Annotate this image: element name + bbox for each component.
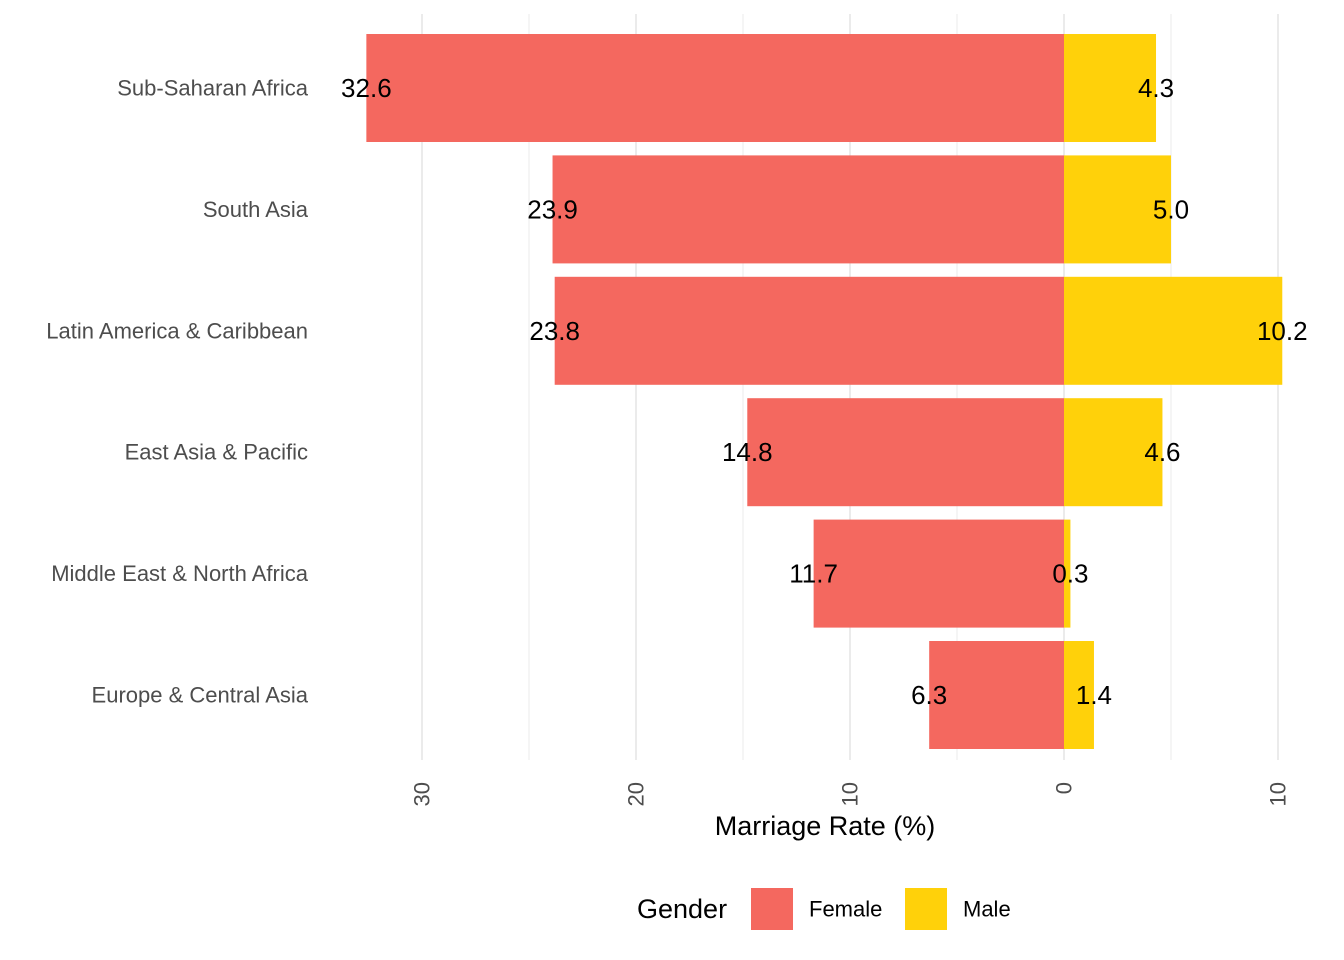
data-label-male: 10.2 (1257, 316, 1308, 346)
data-label-male: 4.6 (1144, 437, 1180, 467)
category-label: Latin America & Caribbean (46, 318, 308, 343)
bar-male (1064, 155, 1171, 264)
bar-male (1064, 519, 1071, 628)
category-label: South Asia (203, 197, 309, 222)
category-label: Europe & Central Asia (92, 683, 309, 708)
legend-swatch-male (905, 888, 947, 930)
data-label-female: 32.6 (341, 73, 392, 103)
legend-label-male: Male (963, 897, 1011, 922)
category-label: East Asia & Pacific (125, 440, 308, 465)
bar-female (813, 519, 1064, 628)
bar-male (1064, 276, 1283, 385)
data-label-male: 4.3 (1138, 73, 1174, 103)
x-tick-label: 10 (1266, 782, 1291, 806)
category-label: Sub-Saharan Africa (117, 76, 309, 101)
data-label-female: 14.8 (722, 437, 773, 467)
bar-male (1064, 398, 1163, 507)
legend-title: Gender (637, 894, 727, 924)
bar-female (747, 398, 1064, 507)
bar-male (1064, 641, 1094, 749)
bar-male (1064, 34, 1157, 142)
bar-female (929, 641, 1064, 749)
legend-label-female: Female (809, 897, 882, 922)
x-axis-title: Marriage Rate (%) (715, 811, 936, 841)
x-tick-label: 0 (1052, 782, 1077, 794)
data-label-male: 0.3 (1052, 559, 1088, 589)
legend-swatch-female (751, 888, 793, 930)
x-tick-label: 30 (410, 782, 435, 806)
bar-female (554, 276, 1064, 385)
data-label-male: 1.4 (1076, 680, 1112, 710)
bar-female (366, 34, 1064, 142)
x-tick-label: 10 (838, 782, 863, 806)
data-label-female: 23.9 (527, 194, 578, 224)
x-tick-label: 20 (624, 782, 649, 806)
data-label-female: 23.8 (529, 316, 580, 346)
category-label: Middle East & North Africa (51, 561, 309, 586)
data-label-male: 5.0 (1153, 194, 1189, 224)
data-label-female: 11.7 (789, 559, 838, 589)
data-label-female: 6.3 (911, 680, 947, 710)
bar-female (552, 155, 1064, 264)
